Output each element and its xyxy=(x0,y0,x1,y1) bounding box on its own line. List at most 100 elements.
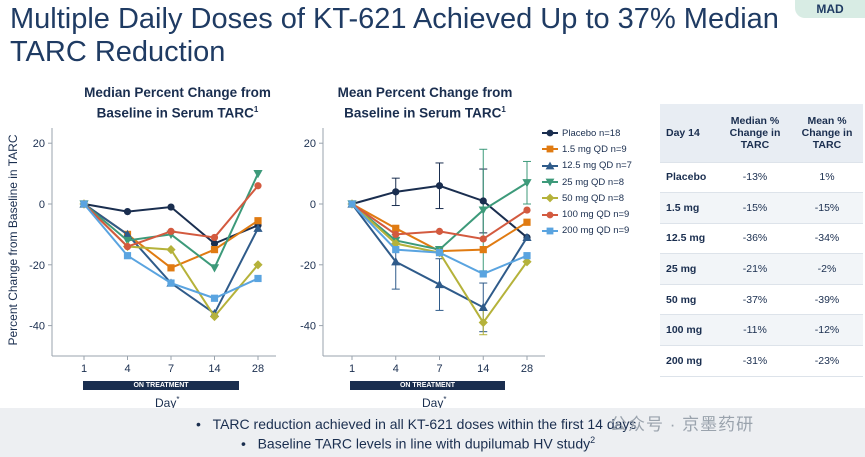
median-x-tick-label: 4 xyxy=(124,363,130,375)
mean-data-point xyxy=(522,232,532,242)
mean-data-point xyxy=(392,188,400,196)
median-y-tick-label: -20 xyxy=(29,260,45,272)
legend-marker-shape xyxy=(545,178,555,187)
median-data-point xyxy=(253,170,263,179)
table-cell: -37% xyxy=(719,284,791,316)
mean-on-treatment-bar: ON TREATMENT xyxy=(350,381,505,390)
table-row: 1.5 mg -15% -15% xyxy=(660,192,863,224)
mean-data-point xyxy=(523,206,531,214)
median-data-point xyxy=(123,208,132,216)
median-data-point xyxy=(210,233,219,242)
table-cell: 12.5 mg xyxy=(660,223,719,255)
median-data-point xyxy=(167,203,175,211)
mean-x-label-text: Day xyxy=(422,396,444,410)
table-row: 200 mg -31% -23% xyxy=(660,345,863,377)
table-cell: -36% xyxy=(719,223,791,255)
mean-chart-title: Mean Percent Change from Baseline in Ser… xyxy=(320,84,530,122)
table-cell: -21% xyxy=(719,253,791,285)
legend-marker xyxy=(542,161,558,170)
legend-marker xyxy=(542,227,558,235)
legend-item: Placebo n=18 xyxy=(541,125,632,141)
mean-x-tick-label: 14 xyxy=(477,363,489,375)
median-data-point xyxy=(80,200,88,208)
wechat-watermark: 公众号 · 京墨药研 xyxy=(610,415,755,434)
legend-item: 12.5 mg QD n=7 xyxy=(541,158,632,174)
mean-x-tick-label: 7 xyxy=(436,363,442,375)
table-cell: 200 mg xyxy=(660,345,719,377)
mean-chart-title-text: Mean Percent Change from Baseline in Ser… xyxy=(337,85,513,121)
table-cell: 100 mg xyxy=(660,314,719,347)
mean-data-point xyxy=(522,257,532,267)
mean-data-point xyxy=(435,249,444,257)
legend-marker-shape xyxy=(546,129,554,137)
table-cell: 25 mg xyxy=(660,253,719,285)
median-data-point xyxy=(210,246,219,254)
legend-marker xyxy=(542,178,558,187)
bullet-glyph: • xyxy=(196,416,201,432)
mean-data-point xyxy=(392,224,400,232)
table-cell: 1% xyxy=(791,162,863,194)
legend-label: 200 mg QD n=9 xyxy=(562,225,630,237)
mean-data-point xyxy=(391,257,401,266)
median-data-point xyxy=(254,217,262,225)
median-data-point xyxy=(209,264,220,273)
legend-label: 50 mg QD n=8 xyxy=(562,192,625,204)
median-x-tick-label: 7 xyxy=(168,363,174,375)
table-cell: -12% xyxy=(791,314,863,347)
mean-chart: 200-20-401 4 7 14 28 xyxy=(300,128,545,375)
median-data-point xyxy=(166,245,176,255)
legend-marker-shape xyxy=(546,227,554,235)
legend-label: 100 mg QD n=9 xyxy=(562,209,630,221)
legend-label: Placebo n=18 xyxy=(562,127,621,139)
table-row: 100 mg -11% -12% xyxy=(660,314,863,347)
mean-x-label-sup: * xyxy=(443,395,447,404)
median-data-point xyxy=(253,223,263,232)
mean-data-point xyxy=(479,197,487,205)
mean-y-tick-label: -20 xyxy=(300,260,316,272)
mean-data-point xyxy=(478,206,488,215)
table-cell: -13% xyxy=(719,162,791,194)
bullet-glyph: • xyxy=(241,435,246,452)
table-cell: 50 mg xyxy=(660,284,719,316)
median-y-tick-label: -40 xyxy=(29,321,45,333)
median-y-tick-label: 20 xyxy=(33,138,45,150)
median-data-point xyxy=(210,294,219,302)
median-data-point xyxy=(254,182,262,190)
table-cell: -11% xyxy=(719,314,791,347)
median-x-label-text: Day xyxy=(155,396,177,410)
table-cell: -31% xyxy=(719,345,791,377)
median-data-point xyxy=(167,227,175,235)
table-row: 25 mg -21% -2% xyxy=(660,253,863,285)
table-header-row: Day 14 Median % Change in TARC Mean % Ch… xyxy=(660,104,863,163)
legend-marker-shape xyxy=(546,211,554,219)
slide-title: Multiple Daily Doses of KT-621 Achieved … xyxy=(10,3,779,68)
mean-data-point xyxy=(392,230,400,238)
median-chart-title-sup: 1 xyxy=(253,105,259,114)
chart-legend: Placebo n=18 1.5 mg QD n=9 12.5 mg QD n=… xyxy=(541,125,632,239)
mean-data-point xyxy=(435,182,444,190)
legend-marker xyxy=(542,193,558,203)
footer-line-1: TARC reduction achieved in all KT-621 do… xyxy=(212,416,637,432)
median-data-point xyxy=(254,274,262,283)
median-chart-title: Median Percent Change from Baseline in S… xyxy=(60,84,295,122)
table-header-cell: Day 14 xyxy=(660,104,719,163)
table-row: 12.5 mg -36% -34% xyxy=(660,223,863,255)
table-cell: -15% xyxy=(719,192,791,224)
legend-label: 1.5 mg QD n=9 xyxy=(562,143,627,155)
median-data-point xyxy=(253,260,263,270)
mean-data-point xyxy=(523,218,531,226)
median-data-point xyxy=(209,311,220,322)
legend-marker-shape xyxy=(545,161,555,170)
table-cell: Placebo xyxy=(660,162,719,194)
table-row: Placebo -13% 1% xyxy=(660,162,863,194)
footer-line-2: Baseline TARC levels in line with dupilu… xyxy=(257,435,591,452)
mean-data-point xyxy=(348,200,356,208)
legend-item: 200 mg QD n=9 xyxy=(541,223,632,239)
mean-chart-title-sup: 1 xyxy=(501,105,506,114)
median-data-point xyxy=(167,279,175,287)
median-data-point xyxy=(122,236,133,246)
legend-item: 25 mg QD n=8 xyxy=(541,174,632,190)
median-chart-title-text: Median Percent Change from Baseline in S… xyxy=(84,85,271,121)
mean-data-point xyxy=(479,246,487,254)
